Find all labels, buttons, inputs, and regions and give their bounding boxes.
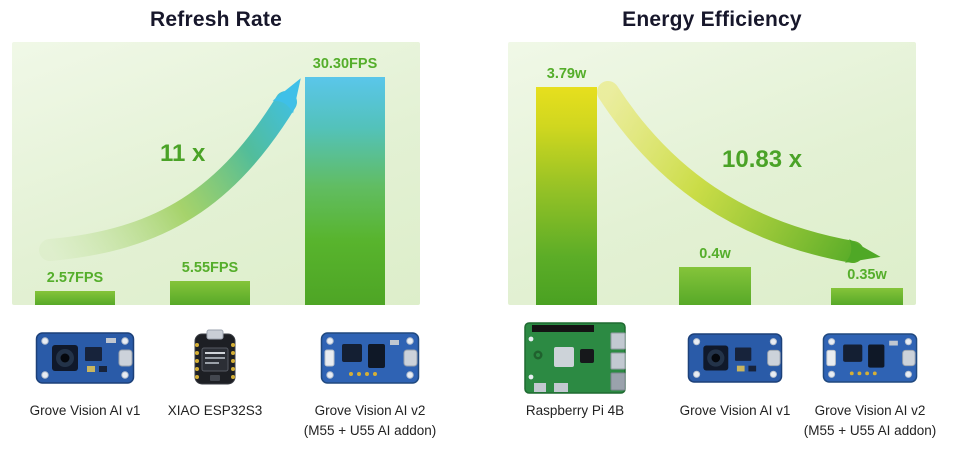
product-name: Raspberry Pi 4B: [525, 403, 625, 418]
usb-port: [610, 332, 626, 350]
product-xiao-esp32s3: XIAO ESP32S3: [140, 316, 290, 418]
bar-group-grove-v1: 2.57FPS: [35, 270, 115, 305]
refresh-multiplier-label: 11 x: [160, 140, 206, 167]
blue-pcb-board-icon: [35, 332, 135, 384]
bar-grove-v1-fps: [35, 291, 115, 305]
bar-group-grove-v1-watts: 0.4w: [679, 246, 751, 305]
product-name: Grove Vision AI v1: [679, 403, 791, 418]
connector: [324, 349, 335, 367]
product-name: Grove Vision AI v2: [814, 403, 926, 418]
xiao-esp32s3-image: [188, 316, 242, 400]
blue-pcb-board-icon: [687, 333, 783, 383]
small-dev-board-icon: [194, 329, 236, 385]
bar-xiao-fps: [170, 281, 250, 305]
bar-group-xiao: 5.55FPS: [170, 260, 250, 305]
raspberry-pi-4b-image: [524, 316, 626, 400]
gpio-header: [532, 325, 594, 332]
product-subtitle: (M55 + U55 AI addon): [803, 423, 937, 438]
bar-group-raspberry-pi: 3.79w: [536, 66, 597, 305]
bar-value-label: 5.55FPS: [181, 260, 239, 276]
product-name: Grove Vision AI v1: [29, 403, 141, 418]
refresh-rate-panel: 11 x 2.57FPS 5.55FPS 30.30FPS: [12, 42, 420, 305]
product-raspberry-pi-4b: Raspberry Pi 4B: [498, 316, 652, 418]
energy-efficiency-title: Energy Efficiency: [622, 8, 802, 31]
usb-c-port: [403, 349, 418, 367]
grove-vision-ai-v2-image: [822, 316, 918, 400]
energy-multiplier-label: 10.83 x: [722, 146, 803, 173]
product-name: Grove Vision AI v2: [314, 403, 426, 418]
grove-vision-ai-v1-image: [687, 316, 783, 400]
bar-grove-v1-watts: [679, 267, 751, 305]
bar-raspberry-pi-watts: [536, 87, 597, 305]
blue-pcb-board-icon: [822, 333, 918, 383]
bar-value-label: 30.30FPS: [312, 56, 378, 72]
usb-port: [610, 352, 626, 370]
usb-c-port: [206, 329, 224, 340]
bar-value-label: 3.79w: [546, 66, 587, 82]
bar-value-label: 2.57FPS: [46, 270, 104, 286]
product-name: XIAO ESP32S3: [167, 403, 263, 418]
bar-value-label: 0.35w: [847, 267, 887, 283]
soc-chip: [554, 347, 574, 367]
grove-vision-ai-v1-image: [35, 316, 135, 400]
bar-grove-v2-watts: [831, 288, 903, 305]
grove-vision-ai-v2-image: [320, 316, 420, 400]
ethernet-port: [610, 372, 626, 391]
usb-c-port: [118, 349, 133, 367]
green-pcb-board-icon: [524, 322, 626, 394]
usb-c-port: [902, 349, 916, 367]
bar-grove-v2-fps: [305, 77, 385, 305]
product-grove-vision-ai-v1: Grove Vision AI v1: [10, 316, 160, 418]
product-grove-vision-ai-v1-right: Grove Vision AI v1: [660, 316, 810, 418]
blue-pcb-board-icon: [320, 332, 420, 384]
energy-efficiency-panel: 10.83 x 3.79w 0.4w 0.35w: [508, 42, 916, 305]
bar-value-label: 0.4w: [699, 246, 731, 262]
product-subtitle: (M55 + U55 AI addon): [303, 423, 437, 438]
bar-group-grove-v2-watts: 0.35w: [831, 267, 903, 305]
bar-group-grove-v2: 30.30FPS: [305, 56, 385, 305]
product-grove-vision-ai-v2: Grove Vision AI v2 (M55 + U55 AI addon): [288, 316, 452, 438]
refresh-rate-title: Refresh Rate: [150, 8, 282, 31]
product-grove-vision-ai-v2-right: Grove Vision AI v2 (M55 + U55 AI addon): [788, 316, 952, 438]
usb-c-port: [767, 349, 781, 367]
